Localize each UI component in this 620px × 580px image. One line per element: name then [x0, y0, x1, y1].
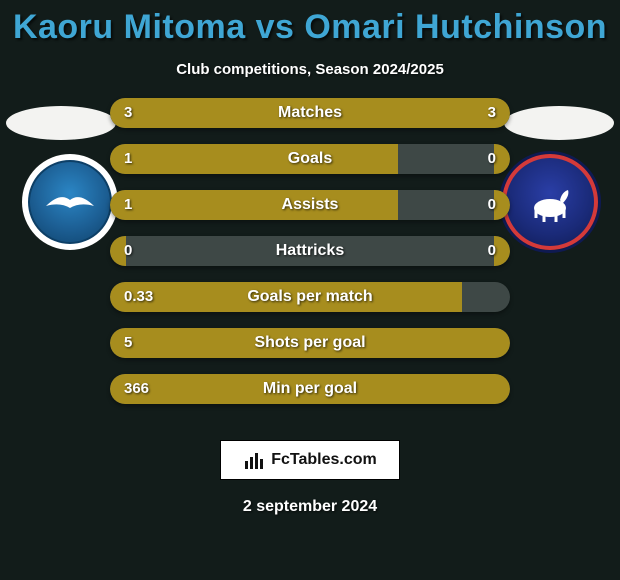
- stat-value-right: 0: [488, 190, 496, 220]
- bars-logo-icon: [243, 449, 265, 471]
- stat-value-left: 0: [124, 236, 132, 266]
- stat-row: Assists1 0: [110, 190, 510, 220]
- stat-value-left: 1: [124, 190, 132, 220]
- stat-label: Hattricks: [110, 236, 510, 266]
- club-badge-right: [502, 154, 598, 250]
- stat-value-right: 0: [488, 144, 496, 174]
- stat-label: Matches: [110, 98, 510, 128]
- stat-value-left: 5: [124, 328, 132, 358]
- stat-value-left: 3: [124, 98, 132, 128]
- brand-box[interactable]: FcTables.com: [220, 440, 400, 480]
- stat-value-right: 3: [488, 98, 496, 128]
- seagull-icon: [40, 172, 100, 232]
- stat-row: Matches3 3: [110, 98, 510, 128]
- stat-bars: Matches33Goals10Assists10Hattricks00Goal…: [110, 98, 510, 420]
- stat-value-left: 366: [124, 374, 149, 404]
- page-title: Kaoru Mitoma vs Omari Hutchinson: [0, 0, 620, 47]
- subtitle: Club competitions, Season 2024/2025: [0, 61, 620, 78]
- brand-text: FcTables.com: [271, 451, 377, 469]
- stat-value-right: 0: [488, 236, 496, 266]
- stat-label: Assists: [110, 190, 510, 220]
- stat-value-left: 1: [124, 144, 132, 174]
- club-badge-left: [22, 154, 118, 250]
- player-left-avatar-placeholder: [6, 106, 116, 140]
- stat-row: Goals per match0.33: [110, 282, 510, 312]
- footer-date: 2 september 2024: [0, 498, 620, 516]
- stat-row: Shots per goal5: [110, 328, 510, 358]
- stat-row: Min per goal366: [110, 374, 510, 404]
- stat-label: Goals per match: [110, 282, 510, 312]
- stat-label: Shots per goal: [110, 328, 510, 358]
- stat-row: Hattricks0 0: [110, 236, 510, 266]
- stat-label: Min per goal: [110, 374, 510, 404]
- stat-row: Goals1 0: [110, 144, 510, 174]
- horse-icon: [522, 174, 578, 230]
- stat-label: Goals: [110, 144, 510, 174]
- stat-value-left: 0.33: [124, 282, 153, 312]
- player-right-avatar-placeholder: [504, 106, 614, 140]
